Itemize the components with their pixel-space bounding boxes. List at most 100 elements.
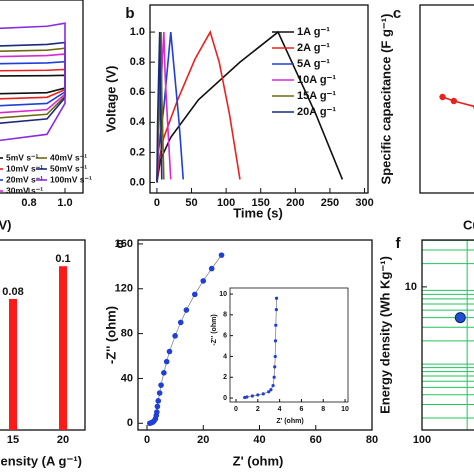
data-point <box>274 296 279 300</box>
data-point <box>261 392 265 396</box>
data-point <box>172 333 178 339</box>
plot-frame <box>0 0 84 194</box>
x-tick-label: 4 <box>278 406 282 413</box>
y-tick-label: 10 <box>219 291 227 298</box>
x-tick-label: 10 <box>341 406 349 413</box>
series-line <box>442 96 474 108</box>
x-axis-label: Current density (A g⁻¹) <box>463 217 474 232</box>
data-point <box>161 370 167 376</box>
data-point <box>245 395 249 399</box>
data-point <box>158 382 164 388</box>
data-point <box>200 278 207 284</box>
data-point <box>156 390 163 396</box>
x-tick-label: 250 <box>321 197 339 209</box>
x-tick-label: 200 <box>286 197 304 209</box>
y-tick-label: 10 <box>405 281 417 293</box>
y-tick-label: 0 <box>127 417 133 429</box>
y-tick-label: 0.2 <box>130 146 145 158</box>
data-point <box>250 394 254 398</box>
panel: 0 50 100 150 200 250 300 0.0 0.2 0.4 0.6 0.8 1.0 b Tim… <box>103 4 374 220</box>
data-point <box>166 348 173 355</box>
plot-frame <box>149 4 369 194</box>
plot-frame <box>421 239 474 431</box>
y-tick-label: 2 <box>223 374 227 381</box>
bar <box>59 266 67 430</box>
panel-label: f <box>396 235 402 252</box>
data-point <box>450 97 458 105</box>
data-label: 0.08 <box>2 286 23 298</box>
panel: 100 10 f Energy density (Wh Kg⁻¹) <box>377 235 474 446</box>
y-axis-label: -Z'' (ohm) <box>211 314 218 345</box>
data-point <box>154 409 160 415</box>
y-tick-label: 160 <box>115 238 133 250</box>
x-tick-label: 0.8 <box>21 197 36 209</box>
x-tick-label: 8 <box>321 406 325 413</box>
legend-label: 15A g⁻¹ <box>297 90 336 102</box>
legend-label: 20A g⁻¹ <box>297 106 336 118</box>
x-tick-label: 15 <box>7 434 19 446</box>
x-tick-label: 150 <box>252 197 270 209</box>
data-point <box>154 403 161 410</box>
data-point <box>273 354 277 359</box>
x-axis-label: Z' (ohm) <box>276 418 303 425</box>
x-tick-label: 0 <box>234 406 238 413</box>
panel-label: b <box>125 5 134 22</box>
legend-label: 100mV s⁻¹ <box>50 174 92 184</box>
x-tick-label: 100 <box>413 434 431 446</box>
series-line <box>0 60 66 107</box>
data-point <box>192 291 198 298</box>
y-axis-label: Energy density (Wh Kg⁻¹) <box>377 256 392 414</box>
panel: 0 2 4 6 8 10 0 2 4 6 8 10 Z' (ohm) -Z'' (ohm) <box>211 287 349 425</box>
data-point <box>454 312 466 324</box>
y-tick-label: 0.6 <box>130 86 145 98</box>
legend-label: 5mV s⁻¹ <box>6 152 39 162</box>
x-tick-label: 60 <box>310 434 322 446</box>
panel-label: c <box>393 5 401 22</box>
data-point <box>267 390 271 394</box>
legend-label: 50mV s⁻¹ <box>50 163 87 173</box>
y-axis-label: -Z'' (ohm) <box>103 306 118 364</box>
legend-label: 10A g⁻¹ <box>297 74 336 86</box>
plot-frame <box>137 239 373 431</box>
x-tick-label: 0 <box>154 197 160 209</box>
x-tick-label: 300 <box>355 197 373 209</box>
data-point <box>269 388 273 392</box>
data-point <box>271 383 275 388</box>
panel: c Current density (A g⁻¹) Specific capacit… <box>378 4 474 232</box>
y-tick-label: 40 <box>121 372 133 384</box>
x-tick-label: 50 <box>185 197 197 209</box>
legend-label: 20mV s⁻¹ <box>6 174 43 184</box>
y-axis-label: Specific capacitance (F g⁻¹) <box>378 14 393 185</box>
x-axis-label: V) <box>0 217 12 232</box>
x-tick-label: 80 <box>366 434 378 446</box>
x-tick-label: 40 <box>253 434 265 446</box>
data-point <box>274 323 278 327</box>
y-tick-label: 0.8 <box>130 56 145 68</box>
plot-frame <box>419 4 474 194</box>
x-tick-label: 1.0 <box>57 197 72 209</box>
data-point <box>183 307 190 313</box>
y-tick-label: 0.0 <box>130 176 145 188</box>
panel: 15 20 Current density (A g⁻¹) 0.08 0.1 <box>0 239 86 468</box>
series-line <box>156 32 163 183</box>
data-point <box>274 308 278 312</box>
legend-label: 30mV s⁻¹ <box>6 185 43 195</box>
y-tick-label: 0.4 <box>130 116 146 128</box>
y-tick-label: 4 <box>223 353 227 360</box>
legend-label: 2A g⁻¹ <box>297 42 330 54</box>
x-tick-label: 0 <box>144 434 150 446</box>
plot-frame <box>229 287 349 403</box>
legend-label: 5A g⁻¹ <box>297 58 330 70</box>
x-tick-label: 2 <box>256 406 260 413</box>
x-tick-label: 100 <box>217 197 235 209</box>
legend-label: 40mV s⁻¹ <box>50 152 87 162</box>
x-axis-label: Time (s) <box>233 205 283 220</box>
series-line <box>0 68 66 100</box>
y-tick-label: 80 <box>121 328 133 340</box>
data-point <box>218 252 225 258</box>
x-axis-label: Z' (ohm) <box>233 453 284 468</box>
data-point <box>256 393 260 397</box>
